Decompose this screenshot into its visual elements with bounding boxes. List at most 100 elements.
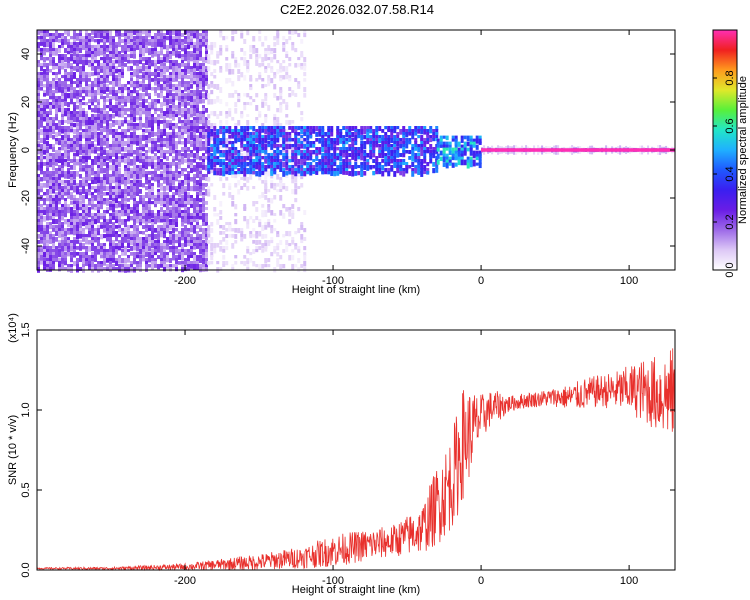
spectrogram-cell: [76, 132, 79, 137]
spectrogram-cell: [133, 240, 136, 244]
spectrogram-cell: [109, 225, 112, 229]
spectrogram-cell: [91, 126, 94, 132]
chart-title: C2E2.2026.032.07.58.R14: [280, 2, 434, 17]
spectrogram-cell: [67, 246, 70, 252]
spectrogram-cell: [169, 135, 172, 141]
spectrogram-cell: [234, 174, 238, 179]
spectrogram-cell: [100, 189, 103, 195]
spectrogram-cell: [154, 195, 157, 199]
spectrogram-cell: [115, 78, 118, 82]
spectrogram-cell: [178, 141, 181, 145]
spectrogram-cell: [258, 54, 262, 59]
spectrogram-cell: [139, 216, 142, 221]
spectrogram-cell: [190, 84, 193, 89]
spectrogram-cell: [291, 126, 295, 131]
spectrogram-cell: [172, 102, 175, 106]
spectrogram-cell: [181, 48, 184, 52]
spectrogram-cell: [261, 162, 265, 166]
spectrogram-cell: [294, 168, 298, 172]
spectrogram-cell: [37, 156, 40, 160]
spectrogram-cell: [148, 255, 151, 259]
spectrogram-cell: [67, 93, 70, 99]
spectrogram-cell: [109, 102, 112, 108]
spectrogram-cell: [61, 180, 64, 186]
spectrogram-cell: [64, 189, 67, 195]
spectrogram-cell: [237, 93, 241, 98]
spectrogram-cell: [160, 198, 163, 204]
spectrogram-cell: [142, 201, 145, 205]
spectrogram-cell: [160, 264, 163, 268]
spectrogram-cell: [112, 54, 115, 59]
spectrogram-cell: [193, 99, 196, 105]
spectrogram-cell: [249, 147, 253, 151]
spectrogram-cell: [252, 144, 256, 150]
spectrogram-cell: [190, 105, 193, 110]
spectrogram-cell: [315, 171, 319, 175]
spectrogram-cell: [405, 144, 409, 149]
spectrogram-cell: [175, 153, 178, 159]
spectrogram-cell: [82, 213, 85, 219]
spectrogram-cell: [109, 237, 112, 242]
spectrogram-cell: [255, 153, 259, 157]
spectrogram-cell: [118, 42, 121, 48]
spectrogram-cell: [157, 93, 160, 98]
spectrogram-cell: [61, 231, 64, 236]
spectrogram-cell: [52, 195, 55, 200]
spectrogram-cell: [157, 264, 160, 270]
spectrogram-cell: [306, 165, 310, 169]
spectrogram-cell: [273, 93, 277, 98]
spectrogram-cell: [285, 186, 289, 192]
spectrogram-cell: [130, 192, 133, 198]
spectrogram-cell: [184, 105, 187, 111]
spectrogram-cell: [384, 168, 388, 173]
spectrogram-cell: [291, 171, 295, 175]
spectrogram-cell: [405, 150, 409, 154]
spectrogram-cell: [118, 225, 121, 230]
spectrogram-cell: [255, 120, 259, 124]
spectrogram-cell: [73, 45, 76, 49]
spectrogram-cell: [175, 30, 178, 36]
spectrogram-cell: [210, 147, 214, 152]
spectrogram-cell: [73, 231, 76, 236]
spectrogram-cell: [231, 81, 235, 87]
spectrogram-cell: [178, 135, 181, 140]
spectrogram-cell: [199, 93, 202, 98]
spectrogram-cell: [61, 222, 64, 226]
spectrogram-cell: [94, 228, 97, 232]
spectrogram-cell: [378, 138, 382, 144]
spectrogram-cell: [112, 171, 115, 177]
spectrogram-cell: [97, 225, 100, 229]
spectrogram-cell: [163, 102, 166, 106]
spectrogram-cell: [118, 189, 121, 193]
spectrogram-cell: [76, 171, 79, 177]
spectrogram-cell: [148, 186, 151, 191]
spectrogram-cell: [205, 228, 208, 232]
spectrogram-cell: [279, 210, 283, 216]
spectrogram-cell: [205, 135, 208, 140]
spectrogram-cell: [55, 90, 58, 94]
spectrogram-cell: [181, 186, 184, 190]
spectrogram-cell: [205, 234, 208, 239]
spectrogram-cell: [142, 216, 145, 220]
spectrogram-cell: [130, 162, 133, 166]
spectrogram-cell: [58, 156, 61, 160]
spectrogram-cell: [64, 57, 67, 63]
spectrogram-cell: [85, 183, 88, 187]
spectrogram-cell: [288, 78, 292, 82]
spectrogram-cell: [94, 30, 97, 35]
spectrogram-cell: [210, 162, 214, 168]
spectrogram-cell: [76, 42, 79, 48]
spectrogram-cell: [121, 96, 124, 102]
spectrogram-cell: [187, 258, 190, 264]
spectrogram-cell: [139, 159, 142, 164]
spectrogram-cell: [94, 237, 97, 243]
spectrogram-cell: [52, 42, 55, 48]
spectrogram-cell: [396, 147, 400, 152]
spectrogram-cell: [130, 123, 133, 127]
spectrogram-cell: [103, 63, 106, 69]
spectrogram-cell: [205, 150, 208, 154]
spectrogram-cell: [127, 114, 130, 118]
spectrogram-cell: [49, 216, 52, 221]
spectrogram-cell: [264, 51, 268, 56]
spectrogram-cell: [46, 87, 49, 93]
